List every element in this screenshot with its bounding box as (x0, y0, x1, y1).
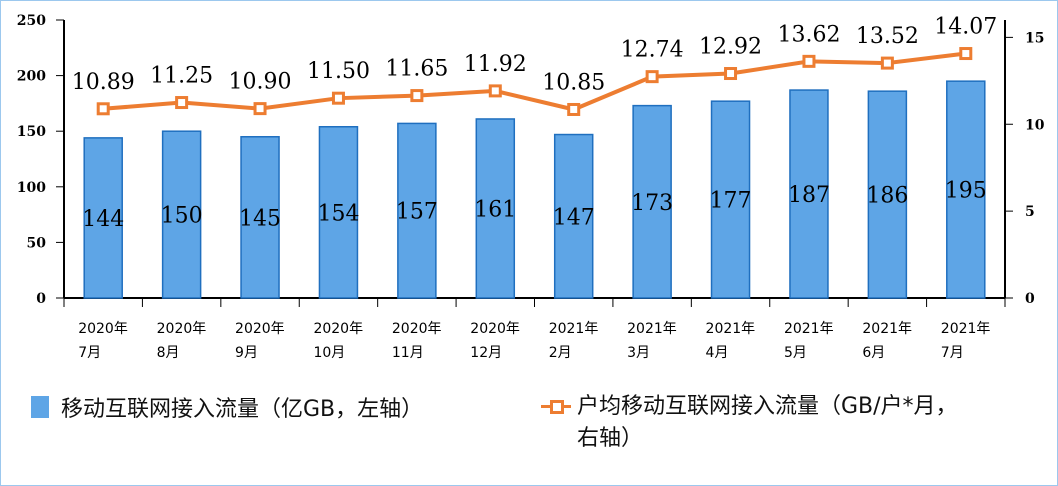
x-tick-label: 2020年 (470, 321, 520, 337)
bar-value-label: 144 (82, 207, 124, 232)
bar-value-label: 147 (553, 205, 595, 230)
line-value-label: 12.74 (621, 38, 684, 63)
x-tick-label: 7月 (941, 345, 964, 361)
line-marker (253, 102, 267, 116)
legend-line-label: 户均移动互联网接入流量（GB/户*月， (577, 394, 958, 419)
line-value-label: 14.07 (934, 15, 997, 40)
bar (475, 118, 516, 299)
x-tick-label: 2021年 (627, 321, 677, 337)
bar-value-label: 187 (788, 183, 830, 208)
line-value-label: 11.25 (150, 64, 213, 89)
x-tick-label: 2021年 (784, 321, 834, 337)
x-tick-label: 2021年 (549, 321, 599, 337)
line-marker (959, 47, 973, 61)
bar (789, 89, 829, 299)
x-tick-label: 7月 (78, 345, 101, 361)
left-tick-label: 250 (17, 13, 46, 29)
line-value-label: 13.52 (856, 24, 919, 49)
bar (318, 126, 359, 299)
x-tick-label: 6月 (862, 345, 885, 361)
line-marker (331, 91, 345, 105)
line-value-label: 11.50 (307, 59, 370, 84)
x-tick-label: 2020年 (392, 321, 442, 337)
bar-value-label: 161 (474, 197, 516, 222)
line-value-label: 10.90 (229, 70, 292, 95)
bar-value-label: 186 (866, 184, 908, 209)
x-tick-label: 10月 (313, 345, 345, 361)
bar-value-label: 195 (945, 179, 987, 204)
right-tick-label: 5 (1025, 204, 1035, 220)
bar-value-label: 177 (710, 189, 752, 214)
x-tick-label: 11月 (392, 345, 424, 361)
line-marker (567, 102, 581, 116)
legend-line-label-cont: 右轴） (577, 426, 644, 451)
bar (867, 90, 908, 299)
line-value-label: 11.92 (464, 52, 527, 77)
line-marker (96, 102, 110, 116)
legend-item-bar: 移动互联网接入流量（亿GB，左轴） (31, 391, 423, 423)
bar-value-label: 157 (396, 200, 438, 225)
bar (710, 100, 751, 299)
left-tick-label: 200 (17, 69, 46, 85)
legend-bar-label: 移动互联网接入流量（亿GB，左轴） (61, 397, 424, 422)
bar (553, 133, 594, 299)
legend-item-line: 户均移动互联网接入流量（GB/户*月， 右轴） (541, 391, 958, 455)
legend-line-swatch (541, 395, 571, 417)
x-tick-label: 2020年 (313, 321, 363, 337)
x-tick-label: 5月 (784, 345, 807, 361)
left-tick-label: 150 (17, 124, 46, 140)
bar (946, 80, 986, 299)
line-marker (802, 54, 816, 68)
x-tick-label: 4月 (706, 345, 729, 361)
x-tick-label: 2020年 (157, 321, 207, 337)
bar-value-label: 145 (239, 206, 281, 231)
left-tick-label: 50 (27, 235, 47, 251)
x-tick-label: 2021年 (941, 321, 991, 337)
bar (397, 122, 437, 299)
line-series (103, 51, 967, 112)
x-tick-label: 2月 (549, 345, 572, 361)
bar (240, 136, 280, 299)
bar-value-label: 173 (631, 191, 673, 216)
bar (632, 104, 672, 299)
line-value-label: 13.62 (777, 22, 840, 47)
x-tick-label: 9月 (235, 345, 258, 361)
line-marker (645, 70, 659, 84)
right-tick-label: 15 (1025, 30, 1044, 46)
line-value-label: 11.65 (385, 57, 448, 82)
x-tick-label: 8月 (157, 345, 180, 361)
legend-bar-swatch (31, 396, 49, 418)
x-tick-label: 3月 (627, 345, 650, 361)
left-tick-label: 100 (17, 180, 46, 196)
line-marker (175, 96, 189, 110)
x-tick-label: 2020年 (78, 321, 128, 337)
line-marker (880, 56, 894, 70)
line-value-label: 12.92 (699, 35, 762, 60)
line-marker (488, 84, 502, 98)
bar-value-label: 154 (317, 201, 359, 226)
bar (83, 137, 123, 299)
line-value-label: 10.89 (72, 70, 135, 95)
x-tick-label: 12月 (470, 345, 502, 361)
line-marker (724, 67, 738, 81)
bar (161, 130, 202, 299)
x-tick-label: 2020年 (235, 321, 285, 337)
left-tick-label: 0 (36, 291, 46, 307)
x-tick-label: 2021年 (706, 321, 756, 337)
x-tick-label: 2021年 (862, 321, 912, 337)
line-marker (410, 89, 424, 103)
right-tick-label: 10 (1025, 117, 1045, 133)
line-value-label: 10.85 (542, 70, 605, 95)
right-tick-label: 0 (1025, 291, 1035, 307)
bar-value-label: 150 (161, 204, 203, 229)
